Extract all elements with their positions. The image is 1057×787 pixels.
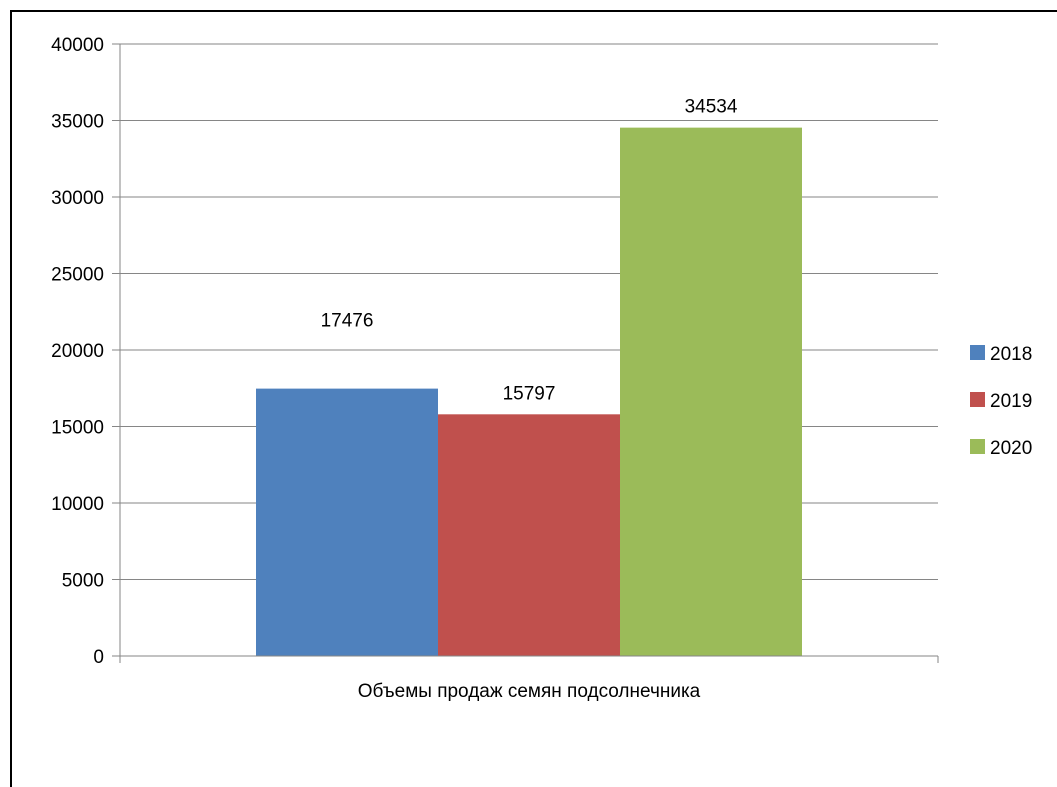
y-tick-label: 10000 [51,494,104,515]
legend-swatch-2020 [970,439,985,454]
bar-2020 [620,127,802,656]
legend-label-2019: 2019 [990,391,1032,412]
legend: 2018 2019 2020 [970,344,1032,459]
category-label: Объемы продаж семян подсолнечника [358,681,701,702]
data-label-2020: 34534 [685,97,738,118]
legend-swatch-2018 [970,345,985,360]
bar-2018 [256,388,438,656]
y-tick-label: 15000 [51,418,104,439]
y-tick-label: 20000 [51,341,104,362]
legend-label-2020: 2020 [990,438,1032,459]
y-tick-label: 30000 [51,188,104,209]
y-tick-label: 35000 [51,112,104,133]
bar-2019 [438,414,620,656]
y-tick-label: 5000 [62,571,104,592]
y-tick-label: 40000 [51,35,104,56]
axes [112,43,939,663]
data-label-2019: 15797 [503,383,556,404]
bars [256,127,802,656]
y-tick-label: 25000 [51,265,104,286]
y-tick-labels: 0 5000 10000 15000 20000 25000 30000 35000 40000 [51,35,104,668]
y-tick-label: 0 [93,647,104,668]
data-label-2018: 17476 [321,311,374,332]
legend-swatch-2019 [970,392,985,407]
category-labels: Объемы продаж семян подсолнечника [358,681,701,702]
chart-frame [10,10,1057,787]
data-labels: 17476 15797 34534 [321,97,738,405]
legend-label-2018: 2018 [990,344,1032,365]
